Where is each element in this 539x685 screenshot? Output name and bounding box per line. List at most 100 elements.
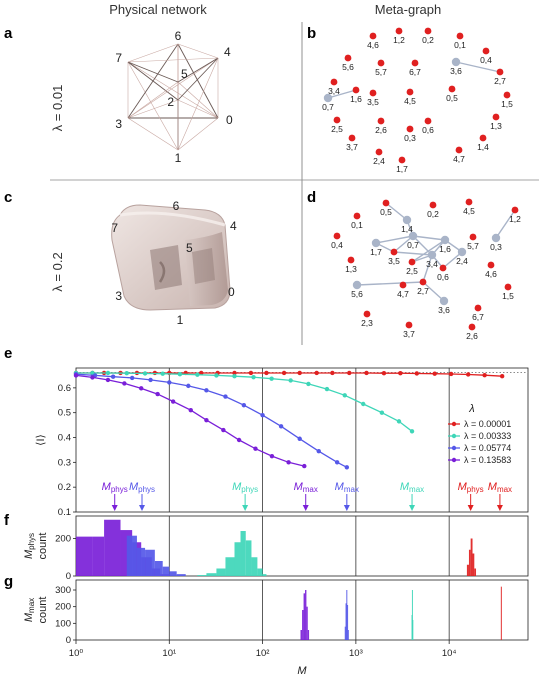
network-edge [127,81,179,119]
series-point [248,370,254,376]
histogram-bar [345,603,347,640]
physical-network-solid [111,204,231,311]
meta-node [395,27,403,35]
meta-node-label: 5,6 [342,62,354,72]
histogram-bar [411,590,413,640]
meta-node [323,93,333,103]
legend-marker [451,457,457,463]
meta-node-label: 0,4 [480,55,492,65]
network-edge [177,43,219,59]
meta-node [429,201,437,209]
marker-label: Mmax [294,481,318,494]
y-tick-label: 0.3 [58,457,71,468]
meta-edge [455,61,501,73]
network-edge [127,61,219,119]
network-node-label: 5 [181,67,188,81]
series-line [75,374,305,467]
chart-mphys-histogram: 0 200 Mphyscount [23,515,529,582]
network-node-label: 1 [177,313,184,327]
meta-node-label: 0,6 [437,272,449,282]
meta-node [419,278,427,286]
y-tick-label: 300 [55,585,71,596]
series-point [269,453,275,459]
meta-node-label: 2,7 [417,286,429,296]
series-point [129,375,135,381]
network-edge [127,61,179,151]
marker-arrow-head [139,505,146,511]
series-point [396,419,402,424]
meta-node-label: 0,3 [490,242,502,252]
marker-label: Mphys [102,481,128,494]
network-node-label: 1 [175,151,182,165]
meta-node [398,156,406,164]
network-node-label: 5 [186,241,193,255]
series-point [260,412,265,418]
meta-node-label: 0,5 [446,93,458,103]
meta-node [440,235,450,245]
meta-node [482,47,490,55]
meta-node-label: 2,6 [466,331,478,341]
meta-node-label: 0,7 [322,102,334,112]
histogram-bar [126,535,137,576]
series-point [188,408,193,413]
meta-node [465,198,473,206]
meta-edge [385,202,408,221]
meta-node-label: 4,7 [397,289,409,299]
histogram-bar [474,568,477,576]
chart-mmax-histogram: 0 100 200 300 Mmaxcount 10⁰ 10¹ 10² 10³ 10⁴ M [23,579,529,677]
meta-node-label: 5,7 [467,241,479,251]
histogram-bar [257,568,263,576]
meta-node [448,85,456,93]
series-point [344,465,350,470]
series-point [432,371,437,376]
series-point [288,378,293,383]
series-point [499,373,505,379]
series-line [76,372,413,432]
network-edge [177,43,219,119]
meta-node [487,261,495,269]
meta-node [348,134,356,142]
network-edge [177,81,219,119]
series-point [381,371,387,376]
x-tick-label: 10¹ [162,648,176,659]
meta-node-label: 4,7 [453,154,465,164]
network-node-label: 4 [224,45,231,59]
y-tick-label: 0 [66,571,71,582]
series-point [361,401,366,407]
series-point [253,446,258,451]
network-node-label: 0 [228,285,235,299]
y-tick-label: 0.4 [58,433,71,444]
meta-node [424,27,432,35]
meta-node-label: 1,5 [502,291,514,301]
series-point [281,370,287,376]
meta-node [468,323,476,331]
histogram-bar [466,564,469,576]
series-point [316,448,321,454]
meta-node [347,256,355,264]
series-point [342,393,347,398]
meta-node-label: 1,2 [393,35,405,45]
meta-node [439,296,449,306]
y-axis-label: Mphyscount [23,533,49,560]
marker-arrow-head [467,505,474,511]
meta-node [406,125,414,133]
marker-label: Mphys [232,481,258,494]
legend-title: λ [468,403,474,415]
histogram-bar [347,630,349,640]
legend-entry: λ = 0.05774 [464,443,511,453]
meta-graph-large-lambda: 0,5 1,4 0,1 0,2 4,5 1,2 0,7 5,7 0,4 1,7 1,6 2,4 0,3 3… [331,198,521,341]
network-edge [127,57,219,63]
marker-arrow-head [496,505,503,511]
header-physical-network: Physical network [109,2,207,17]
histogram-bar [305,590,307,640]
meta-node-label: 6,7 [472,312,484,322]
panel-letter-c: c [4,189,12,206]
series-point [314,370,319,376]
series-point [155,391,160,397]
meta-node [382,199,390,207]
meta-edge [412,235,433,256]
meta-node-label: 6,7 [409,67,421,77]
meta-node-label: 4,5 [404,96,416,106]
histogram-bar [120,530,133,576]
network-edge [127,61,179,83]
